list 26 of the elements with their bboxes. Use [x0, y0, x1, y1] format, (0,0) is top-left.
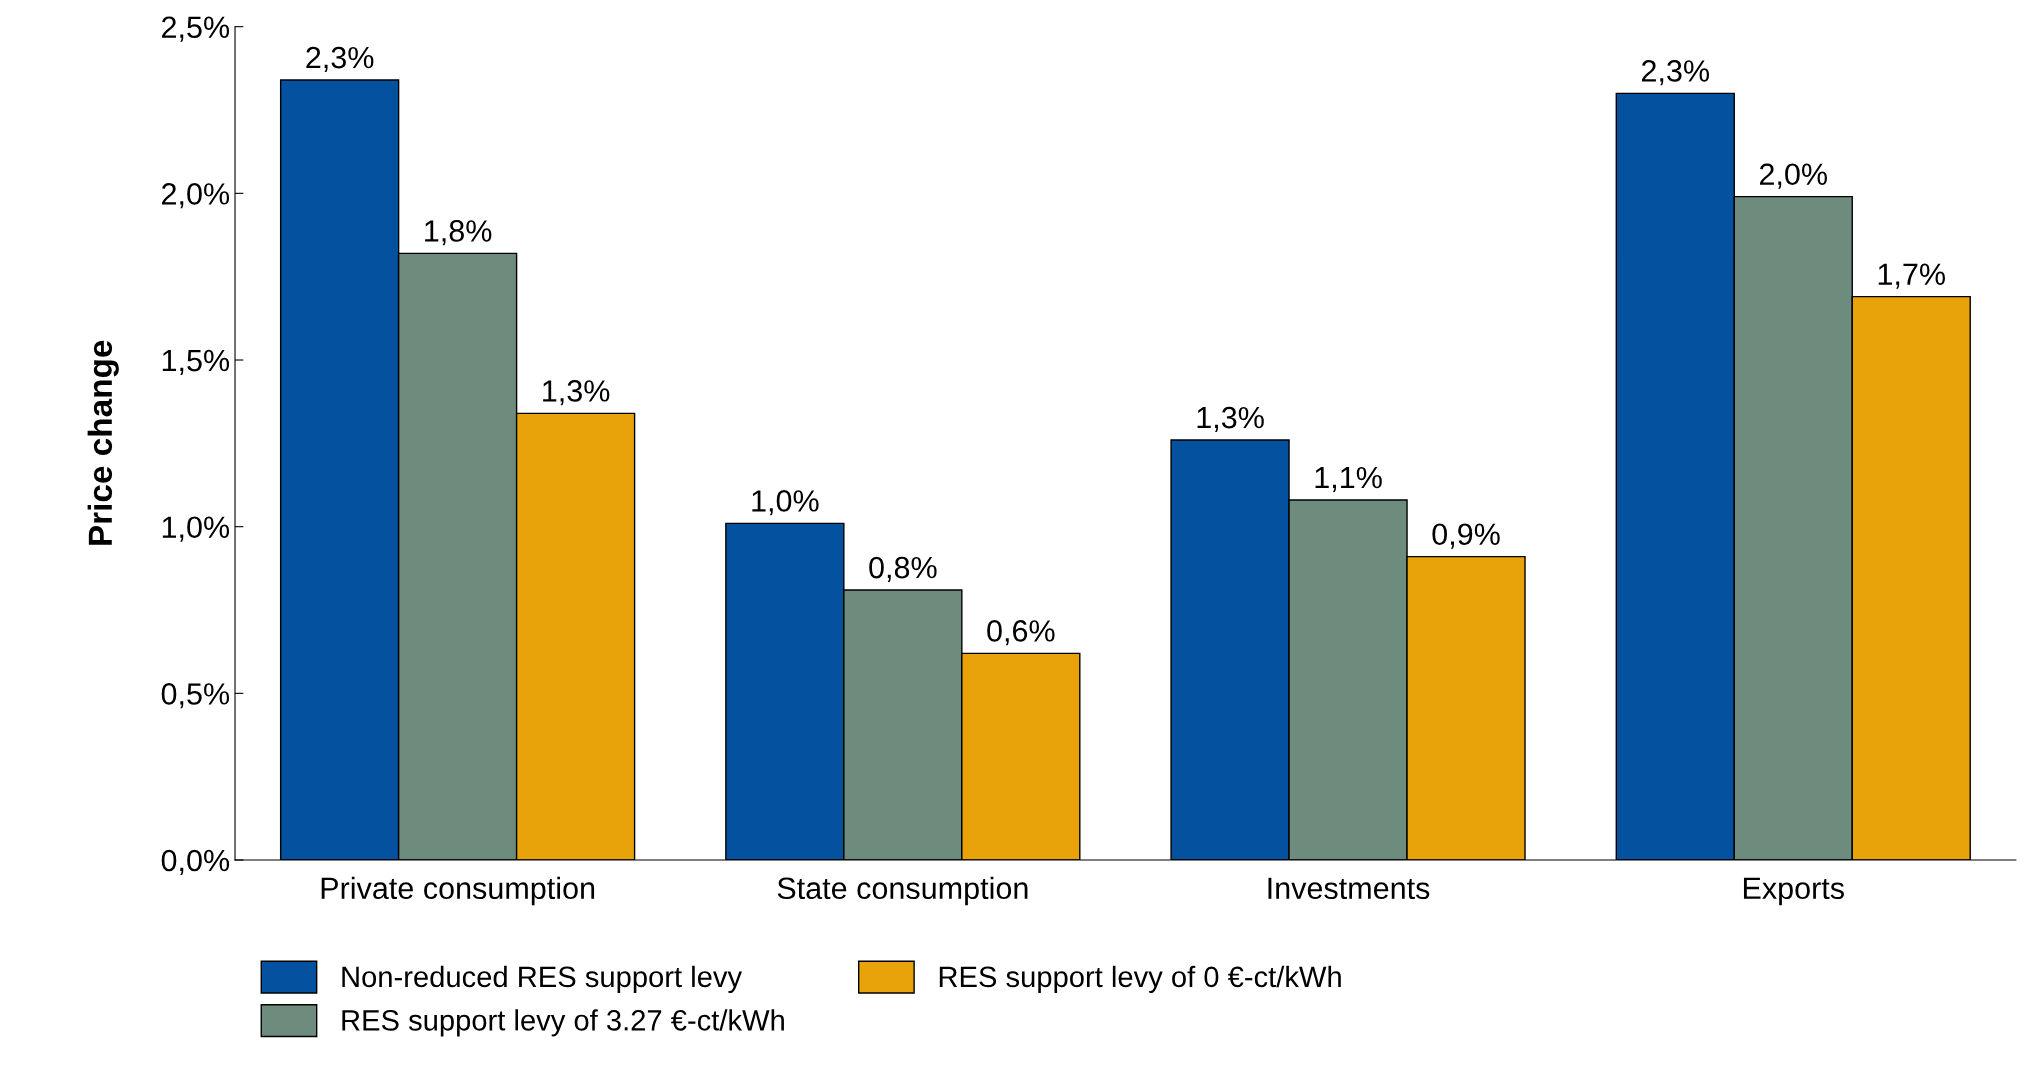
data-label: 2,3%: [1642, 60, 1710, 86]
legend-label: RES support levy of 3.27 €-ct/kWh: [342, 1009, 784, 1037]
data-label: 0,6%: [987, 620, 1055, 646]
data-label: 1,3%: [543, 380, 610, 406]
data-label: 0,9%: [1432, 523, 1500, 549]
y-tick-label: 1,5%: [162, 349, 230, 375]
y-axis-title: Price change: [87, 340, 119, 545]
x-tick-label: Investments: [1268, 877, 1430, 900]
x-tick-label: State consumption: [777, 876, 1028, 906]
data-label: 1,7%: [1878, 263, 1945, 289]
legend-label: Non-reduced RES support levy: [342, 965, 743, 993]
y-tick-label: 2,0%: [162, 183, 230, 209]
data-label: 2,0%: [1759, 163, 1827, 189]
y-tick-label: 0,0%: [161, 849, 230, 875]
data-label: 2,3%: [306, 46, 374, 73]
x-tick-label: Private consumption: [321, 876, 595, 906]
data-label: 1,1%: [1315, 466, 1382, 493]
data-label: 0,8%: [869, 556, 937, 583]
y-tick-label: 0,5%: [161, 683, 230, 709]
data-label: 1,0%: [752, 490, 819, 516]
x-tick-label: Exports: [1743, 877, 1844, 906]
y-tick-label: 1,0%: [162, 516, 230, 542]
legend-label: RES support levy of 0 €-ct/kWh: [939, 965, 1341, 993]
data-label: 1,8%: [425, 220, 492, 246]
data-label: 1,3%: [1197, 406, 1264, 433]
y-tick-label: 2,5%: [162, 16, 230, 42]
